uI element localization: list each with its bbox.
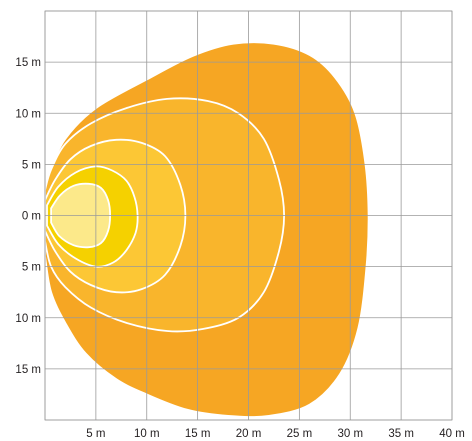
y-tick-label: 15 m [15, 57, 41, 69]
x-tick-label: 35 m [388, 428, 414, 440]
x-axis-tick-labels: 5 m 10 m 15 m 20 m 25 m 30 m 35 m 40 m [86, 428, 465, 440]
x-tick-label: 40 m [439, 428, 465, 440]
plot-frame [44, 10, 453, 421]
x-tick-label: 30 m [337, 428, 363, 440]
y-tick-label: 10 m [15, 313, 41, 325]
y-tick-label: 5 m [22, 159, 41, 171]
coverage-zones [44, 41, 370, 418]
x-tick-label: 25 m [287, 428, 313, 440]
y-axis-tick-labels: 15 m 10 m 5 m 0 m 5 m 10 m 15 m [15, 57, 41, 376]
x-tick-label: 10 m [134, 428, 160, 440]
grid [44, 10, 453, 421]
x-tick-label: 5 m [86, 428, 105, 440]
y-tick-label: 10 m [15, 108, 41, 120]
x-tick-label: 20 m [236, 428, 262, 440]
y-tick-label: 15 m [15, 364, 41, 376]
y-tick-label: 5 m [22, 262, 41, 274]
x-tick-label: 15 m [185, 428, 211, 440]
y-tick-label: 0 m [22, 211, 41, 223]
